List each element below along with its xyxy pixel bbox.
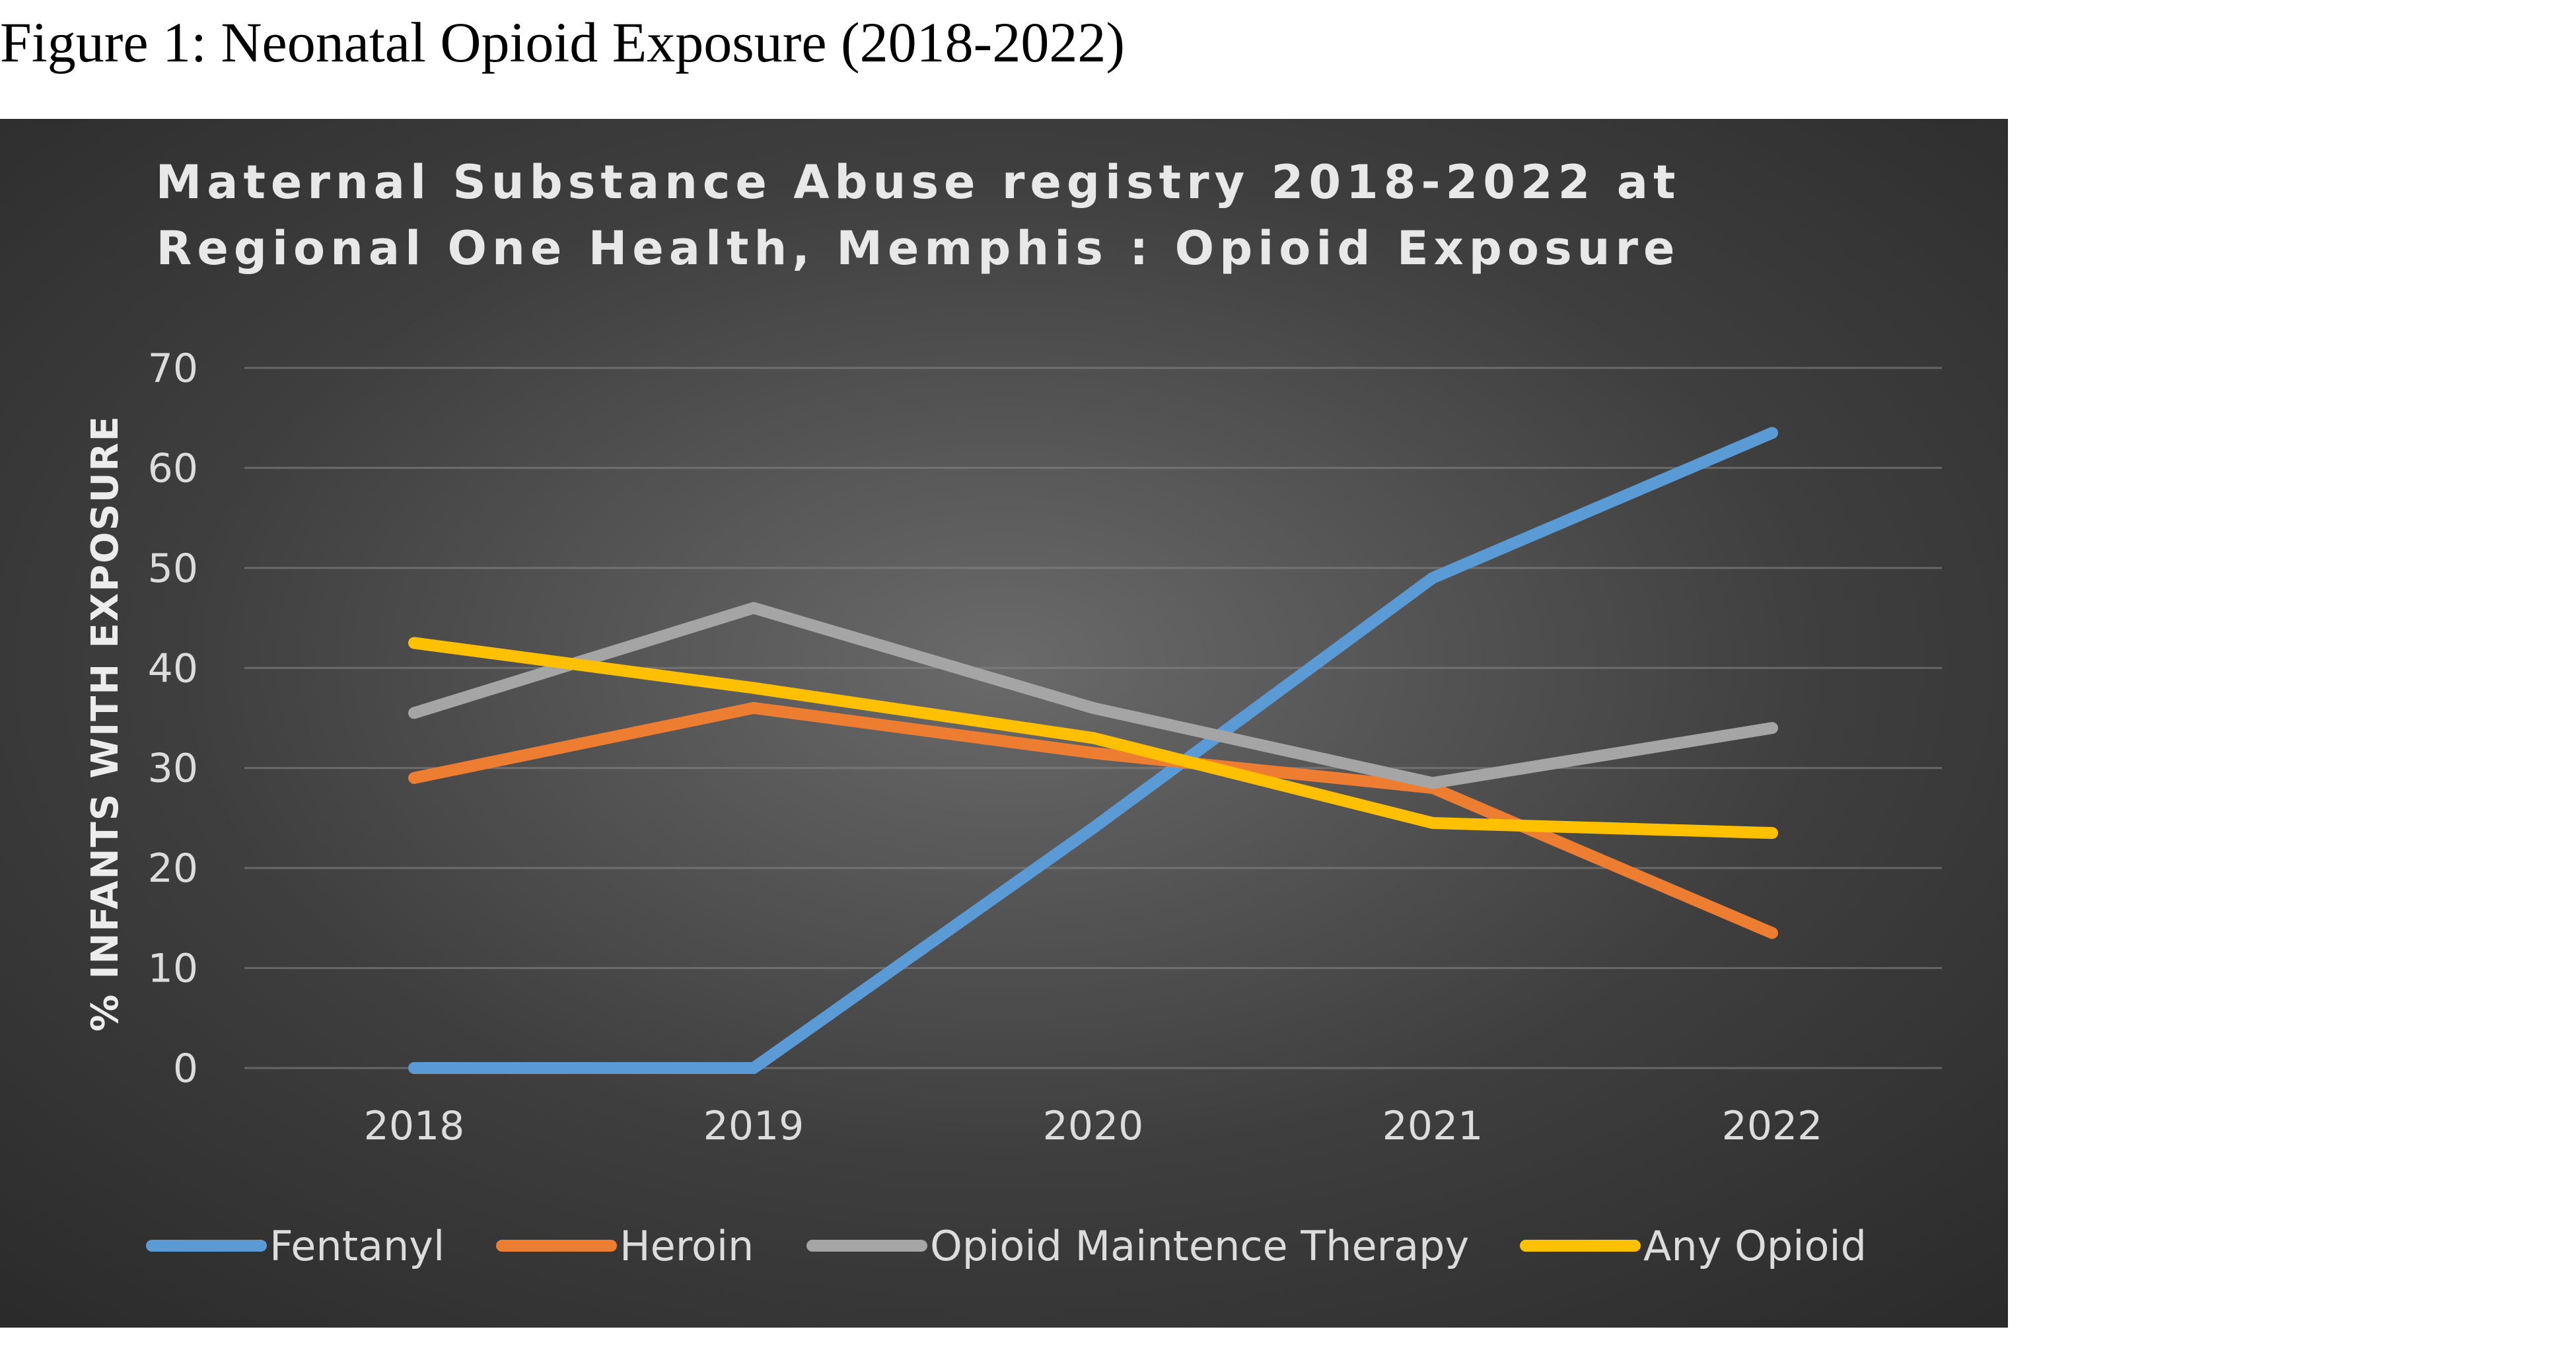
y-tick-labels: 0 10 20 30 40 50 60 70 — [148, 345, 198, 1092]
series-line-opioid-maintence-therapy — [408, 602, 1778, 789]
y-tick-label: 0 — [173, 1046, 198, 1092]
y-tick-label: 30 — [148, 746, 198, 792]
legend-label-opioid-maintence-therapy: Opioid Maintence Therapy — [930, 1222, 1469, 1270]
x-tick-label: 2021 — [1382, 1103, 1484, 1149]
chart-title-line-1: Maternal Substance Abuse registry 2018-2… — [156, 155, 1681, 209]
legend: Fentanyl Heroin Opioid Maintence Therapy An… — [146, 1222, 1867, 1270]
legend-label-fentanyl: Fentanyl — [269, 1222, 445, 1270]
x-tick-label: 2022 — [1722, 1103, 1823, 1149]
series-line-heroin — [408, 701, 1778, 939]
y-tick-label: 70 — [148, 345, 198, 392]
x-tick-label: 2018 — [364, 1103, 465, 1149]
y-tick-label: 40 — [148, 645, 198, 692]
x-tick-label: 2020 — [1043, 1103, 1144, 1149]
legend-label-heroin: Heroin — [620, 1222, 754, 1270]
chart: Maternal Substance Abuse registry 2018-2… — [0, 119, 2008, 1328]
series-lines — [408, 427, 1778, 1074]
y-tick-label: 20 — [148, 845, 198, 892]
y-tick-label: 50 — [148, 546, 198, 592]
y-tick-label: 60 — [148, 445, 198, 491]
series-line-any-opioid — [408, 637, 1778, 840]
figure-caption: Figure 1: Neonatal Opioid Exposure (2018… — [0, 11, 1125, 74]
x-tick-labels: 2018 2019 2020 2021 2022 — [364, 1103, 1823, 1149]
x-tick-label: 2019 — [703, 1103, 805, 1149]
y-tick-label: 10 — [148, 946, 198, 992]
y-axis-label: % INFANTS WITH EXPOSURE — [84, 415, 127, 1032]
series-line-fentanyl — [408, 427, 1778, 1074]
chart-title-line-2: Regional One Health, Memphis : Opioid Ex… — [157, 221, 1680, 275]
legend-label-any-opioid: Any Opioid — [1643, 1222, 1867, 1270]
